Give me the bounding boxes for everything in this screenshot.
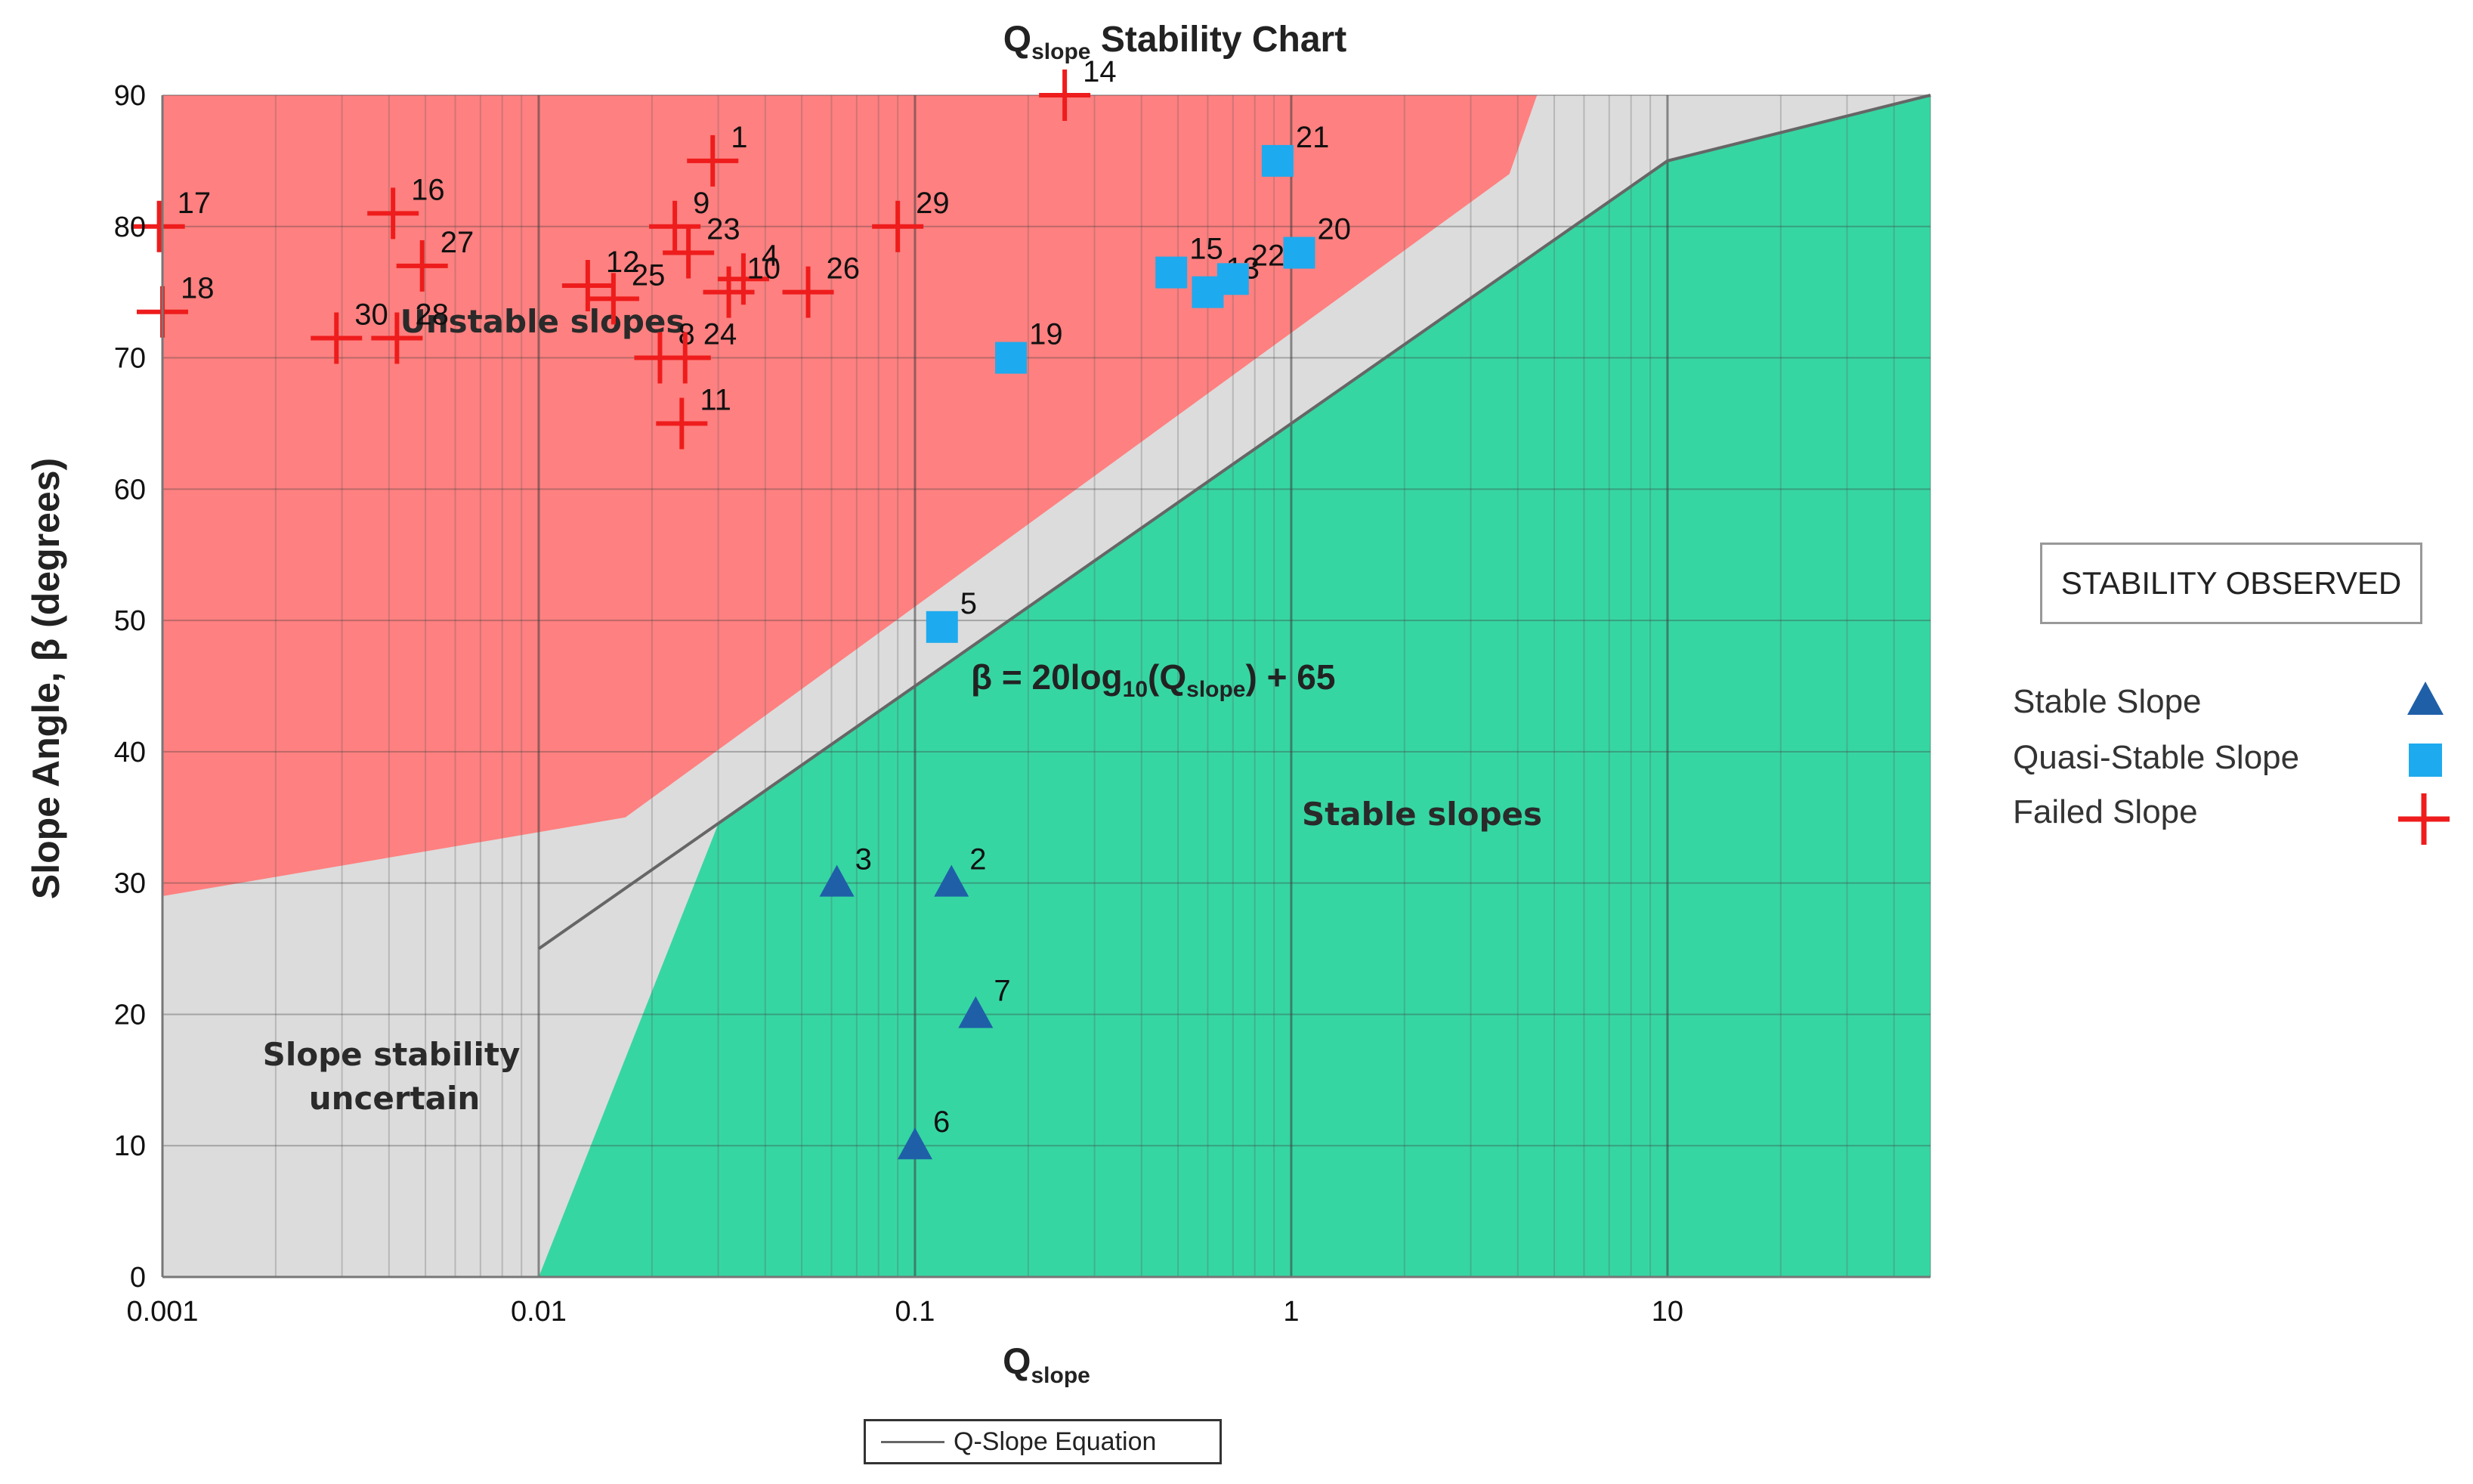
region-label-uncertain: Slope stability — [263, 1036, 521, 1073]
failed-point — [659, 332, 711, 384]
point-label: 11 — [700, 383, 731, 416]
point-label: 14 — [1083, 55, 1117, 88]
x-tick-label: 10 — [1652, 1296, 1683, 1328]
stable-point — [897, 1127, 932, 1160]
quasi-stable-point — [1216, 263, 1249, 295]
point-label: 15 — [1189, 233, 1223, 266]
failed-point — [872, 200, 924, 252]
point-label: 29 — [916, 187, 950, 220]
y-tick-label: 90 — [114, 80, 146, 112]
legend-label-stable: Stable Slope — [2013, 683, 2202, 720]
point-label: 26 — [827, 252, 861, 286]
point-label: 16 — [411, 173, 445, 206]
point-label: 17 — [178, 187, 211, 220]
legend-item-failed: Failed Slope — [2013, 793, 2198, 831]
x-tick-label: 0.001 — [126, 1296, 198, 1328]
point-label: 19 — [1029, 318, 1063, 351]
point-label: 25 — [632, 258, 666, 292]
x-tick-label: 0.01 — [511, 1296, 567, 1328]
legend-item-quasi-stable: Quasi-Stable Slope — [2013, 739, 2299, 777]
failed-point — [561, 259, 614, 311]
region-label-unstable: Unstable slopes — [400, 303, 685, 340]
failed-point — [133, 200, 185, 252]
axes: 0.001 0.01 0.1 1 10 0 10 20 30 40 50 60 70 80 90 Qslope… — [25, 20, 1930, 1388]
stability-regions — [162, 95, 1930, 1277]
stable-point — [934, 864, 969, 897]
failed-point — [371, 312, 423, 364]
equation-line-layer — [537, 94, 1931, 951]
region-label-stable: Stable slopes — [1302, 796, 1542, 833]
y-axis-label: Slope Angle, β (degrees) — [25, 458, 67, 899]
failed-point — [367, 187, 419, 240]
point-label: 30 — [354, 298, 388, 331]
failed-point — [649, 200, 701, 252]
failed-point — [311, 312, 363, 364]
equation-legend: Q-Slope Equation — [864, 1419, 1222, 1464]
failed-point — [656, 397, 708, 450]
failed-point — [1039, 70, 1091, 121]
failed-point — [703, 266, 755, 318]
failed-point — [663, 227, 715, 279]
point-label: 7 — [994, 974, 1010, 1007]
y-tick-label: 70 — [114, 343, 146, 375]
y-tick-label: 40 — [114, 737, 146, 768]
x-tick-label: 1 — [1283, 1296, 1299, 1328]
point-label: 22 — [1251, 239, 1285, 272]
data-points: 2367513151920212214891011121416171823242… — [133, 55, 1351, 1160]
equation-label: β = 20log10(Qslope) + 65 — [971, 657, 1335, 702]
stable-point — [819, 864, 855, 897]
y-tick-label: 80 — [114, 212, 146, 243]
y-tick-label: 20 — [114, 999, 146, 1031]
point-label: 5 — [960, 587, 977, 620]
point-label: 24 — [703, 318, 737, 351]
equation-line — [537, 94, 1931, 951]
legend-title: STABILITY OBSERVED — [2060, 565, 2402, 601]
region-stable — [539, 95, 1930, 1277]
region-label-uncertain-2: uncertain — [309, 1080, 481, 1117]
point-label: 18 — [181, 272, 215, 305]
y-tick-label: 50 — [114, 605, 146, 637]
legend-label-failed: Failed Slope — [2013, 793, 2198, 830]
square-icon — [2409, 744, 2442, 777]
equation-legend-line — [881, 1440, 944, 1443]
failed-point — [782, 266, 834, 318]
point-label: 9 — [693, 187, 709, 220]
chart-title: Qslope Stability Chart — [1003, 20, 1346, 64]
quasi-stable-point — [1155, 256, 1188, 289]
plus-icon — [2398, 793, 2450, 845]
y-tick-label: 0 — [130, 1262, 146, 1294]
legend-title-box: STABILITY OBSERVED — [2040, 543, 2422, 624]
failed-point — [396, 240, 448, 292]
quasi-stable-point — [1283, 237, 1315, 269]
point-label: 28 — [415, 298, 449, 331]
point-label: 10 — [747, 252, 781, 286]
failed-point — [687, 134, 739, 187]
point-label: 27 — [441, 226, 475, 259]
point-label: 23 — [706, 213, 740, 246]
point-label: 21 — [1296, 121, 1330, 154]
y-tick-label: 10 — [114, 1130, 146, 1162]
point-label: 2 — [969, 843, 986, 876]
failed-point — [587, 273, 639, 325]
region-labels: Unstable slopes Slope stability uncertain S… — [263, 303, 1542, 1117]
point-label: 3 — [855, 843, 872, 876]
legend-label-quasi-stable: Quasi-Stable Slope — [2013, 739, 2300, 776]
equation-legend-label: Q-Slope Equation — [954, 1427, 1157, 1456]
point-label: 1 — [731, 121, 747, 154]
stable-point — [958, 996, 994, 1028]
point-label: 6 — [933, 1105, 950, 1139]
point-label: 4 — [762, 239, 778, 272]
point-label: 20 — [1317, 213, 1351, 246]
x-tick-label: 0.1 — [895, 1296, 935, 1328]
triangle-icon — [2407, 682, 2444, 715]
y-tick-label: 60 — [114, 474, 146, 505]
legend-item-stable: Stable Slope — [2013, 683, 2202, 721]
quasi-stable-point — [1261, 144, 1294, 177]
x-axis-label: Qslope — [1003, 1342, 1090, 1388]
quasi-stable-point — [926, 611, 958, 643]
quasi-stable-point — [995, 342, 1028, 374]
y-tick-label: 30 — [114, 868, 146, 900]
failed-point — [717, 253, 769, 305]
